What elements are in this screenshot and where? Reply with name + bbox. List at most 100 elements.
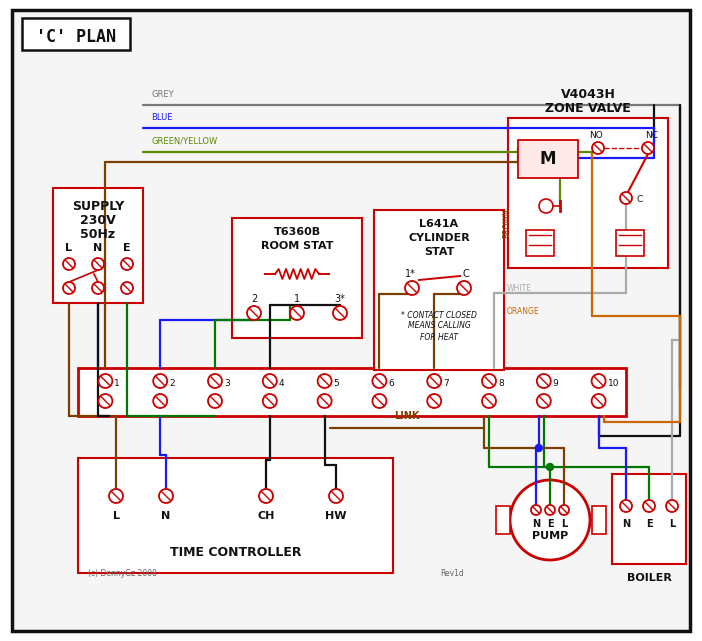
Text: N: N (622, 519, 630, 529)
Bar (78, 458, 393, 573)
Text: E: E (547, 519, 553, 529)
Circle shape (643, 500, 655, 512)
Bar (508, 118, 668, 268)
Circle shape (546, 463, 553, 470)
Circle shape (620, 500, 632, 512)
Circle shape (545, 505, 555, 515)
Text: 1*: 1* (404, 269, 416, 279)
Text: 3: 3 (224, 378, 230, 388)
Text: MEANS CALLING: MEANS CALLING (408, 322, 470, 331)
Text: 1: 1 (114, 378, 120, 388)
Text: FOR HEAT: FOR HEAT (420, 333, 458, 342)
Circle shape (333, 306, 347, 320)
Text: C: C (463, 269, 470, 279)
Circle shape (92, 258, 104, 270)
Circle shape (539, 199, 553, 213)
Circle shape (247, 306, 261, 320)
Bar (616, 230, 644, 256)
Text: NC: NC (646, 131, 658, 140)
Text: (c) DennyGz 2008: (c) DennyGz 2008 (88, 569, 157, 578)
Text: L641A: L641A (419, 219, 458, 229)
Circle shape (63, 258, 75, 270)
Text: HW: HW (325, 511, 347, 521)
Text: * CONTACT CLOSED: * CONTACT CLOSED (401, 310, 477, 319)
Circle shape (208, 374, 222, 388)
Text: V4043H: V4043H (561, 88, 616, 101)
Text: 'C' PLAN: 'C' PLAN (36, 28, 116, 46)
Text: ZONE VALVE: ZONE VALVE (545, 101, 631, 115)
Circle shape (559, 505, 569, 515)
Circle shape (63, 282, 75, 294)
Circle shape (259, 489, 273, 503)
Bar (78, 368, 626, 416)
Bar (374, 210, 504, 370)
Circle shape (536, 444, 543, 451)
Circle shape (405, 281, 419, 295)
Circle shape (121, 282, 133, 294)
Circle shape (510, 480, 590, 560)
Bar (526, 230, 554, 256)
Circle shape (159, 489, 173, 503)
Circle shape (537, 374, 551, 388)
Text: L: L (112, 511, 119, 521)
Text: 6: 6 (388, 378, 394, 388)
Text: T6360B: T6360B (274, 227, 321, 237)
Circle shape (121, 258, 133, 270)
Text: E: E (123, 243, 131, 253)
Circle shape (317, 374, 331, 388)
Text: ORANGE: ORANGE (507, 307, 540, 316)
Text: L: L (65, 243, 72, 253)
Text: GREY: GREY (151, 90, 173, 99)
Circle shape (263, 374, 277, 388)
Circle shape (592, 142, 604, 154)
Text: 7: 7 (443, 378, 449, 388)
Text: BLUE: BLUE (151, 113, 173, 122)
Text: E: E (646, 519, 652, 529)
Circle shape (153, 394, 167, 408)
Text: GREEN/YELLOW: GREEN/YELLOW (151, 137, 217, 146)
Circle shape (153, 374, 167, 388)
Circle shape (290, 306, 304, 320)
Text: L: L (669, 519, 675, 529)
Text: CYLINDER: CYLINDER (408, 233, 470, 243)
Text: CH: CH (258, 511, 274, 521)
Circle shape (531, 505, 541, 515)
Text: N: N (532, 519, 540, 529)
Circle shape (98, 374, 112, 388)
Text: 2: 2 (169, 378, 175, 388)
Circle shape (208, 394, 222, 408)
Circle shape (666, 500, 678, 512)
Text: PUMP: PUMP (532, 531, 568, 541)
Bar (53, 188, 143, 303)
Text: N: N (93, 243, 102, 253)
Text: L: L (561, 519, 567, 529)
Text: N: N (161, 511, 171, 521)
Bar (592, 506, 606, 534)
Text: Rev1d: Rev1d (440, 569, 464, 578)
Circle shape (92, 282, 104, 294)
Circle shape (329, 489, 343, 503)
Text: C: C (637, 196, 643, 204)
Circle shape (372, 394, 386, 408)
Circle shape (317, 394, 331, 408)
Text: 50Hz: 50Hz (81, 228, 116, 240)
Text: WHITE: WHITE (507, 284, 532, 293)
Circle shape (372, 374, 386, 388)
Text: BOILER: BOILER (627, 573, 671, 583)
Text: 9: 9 (552, 378, 559, 388)
Text: STAT: STAT (424, 247, 454, 257)
Circle shape (620, 192, 632, 204)
Text: 10: 10 (608, 378, 619, 388)
Circle shape (98, 394, 112, 408)
Text: BROWN: BROWN (503, 208, 512, 238)
Bar (496, 506, 510, 534)
Circle shape (482, 374, 496, 388)
Text: ROOM STAT: ROOM STAT (260, 241, 333, 251)
Circle shape (482, 394, 496, 408)
Circle shape (428, 394, 441, 408)
Text: SUPPLY: SUPPLY (72, 199, 124, 213)
Circle shape (109, 489, 123, 503)
Text: 5: 5 (333, 378, 339, 388)
Text: M: M (540, 150, 556, 168)
Bar (232, 218, 362, 338)
